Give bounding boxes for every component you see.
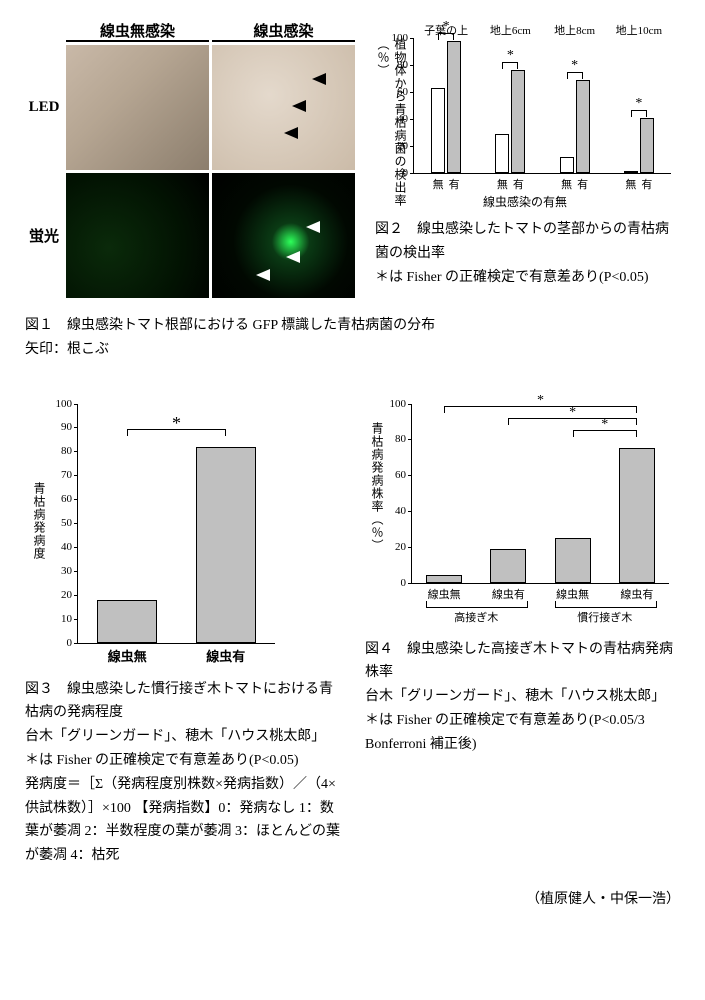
figure-1: 線虫無感染 線虫感染 LED 蛍光 bbox=[25, 20, 355, 308]
micrograph-led-uninfected bbox=[66, 45, 209, 170]
fig3-note: 台木「グリーンガード」、穂木「ハウス桃太郎」 bbox=[25, 725, 345, 749]
fig2-xlabel: 線虫感染の有無 bbox=[483, 193, 567, 210]
fig1-row-head: 蛍光 bbox=[25, 173, 63, 298]
arrow-icon bbox=[284, 127, 298, 139]
fig2-note: ＊は Fisher の正確検定で有意差あり(P<0.05) bbox=[375, 266, 680, 290]
fig4-note: 台木「グリーンガード」、穂木「ハウス桃太郎」 bbox=[365, 685, 680, 709]
fig3-chart: 0102030405060708090100線虫無線虫有* 青枯病発病度 bbox=[25, 392, 285, 672]
fig3-caption: 図３ 線虫感染した慣行接ぎ木トマトにおける青枯病の発病程度 bbox=[25, 678, 345, 726]
arrow-icon bbox=[312, 73, 326, 85]
fig2-ylabel: 植物体から青枯病菌の検出率（％） bbox=[375, 38, 409, 210]
figure-2: 020406080100子葉の上無有*地上6cm無有*地上8cm無有*地上10c… bbox=[375, 20, 680, 308]
arrow-icon bbox=[292, 100, 306, 112]
fig3-note: ＊は Fisher の正確検定で有意差あり(P<0.05) bbox=[25, 749, 345, 773]
fig2-chart: 020406080100子葉の上無有*地上6cm無有*地上8cm無有*地上10c… bbox=[375, 20, 675, 210]
fig1-col-head: 線虫無感染 bbox=[66, 20, 209, 42]
micrograph-led-infected bbox=[212, 45, 355, 170]
arrow-icon bbox=[306, 221, 320, 233]
fig1-note: 矢印：根こぶ bbox=[25, 338, 455, 362]
fig3-note: 発病度＝［Σ（発病程度別株数×発病指数）／（4×供試株数）］×100 【発病指数… bbox=[25, 773, 345, 868]
fig4-ylabel: 青枯病発病株率（％） bbox=[369, 422, 386, 552]
fig2-caption: 図２ 線虫感染したトマトの茎部からの青枯病菌の検出率 bbox=[375, 218, 680, 266]
fig4-caption: 図４ 線虫感染した高接ぎ木トマトの青枯病発病株率 bbox=[365, 638, 680, 686]
micrograph-fluor-infected bbox=[212, 173, 355, 298]
arrow-icon bbox=[286, 251, 300, 263]
fig1-row-head: LED bbox=[25, 45, 63, 170]
fig4-note: ＊は Fisher の正確検定で有意差あり(P<0.05/3 Bonferron… bbox=[365, 709, 680, 757]
figure-3: 0102030405060708090100線虫無線虫有* 青枯病発病度 図３ … bbox=[25, 392, 345, 868]
figure-4: 020406080100線虫無線虫有線虫無線虫有***高接ぎ木慣行接ぎ木 青枯病… bbox=[365, 392, 680, 757]
arrow-icon bbox=[256, 269, 270, 281]
micrograph-fluor-uninfected bbox=[66, 173, 209, 298]
attribution: （植原健人・中保一浩） bbox=[25, 888, 680, 908]
fig4-chart: 020406080100線虫無線虫有線虫無線虫有***高接ぎ木慣行接ぎ木 青枯病… bbox=[365, 392, 675, 632]
fig3-ylabel: 青枯病発病度 bbox=[31, 482, 48, 560]
fig1-col-head: 線虫感染 bbox=[212, 20, 355, 42]
fig1-caption: 図１ 線虫感染トマト根部における GFP 標識した青枯病菌の分布 bbox=[25, 314, 455, 338]
